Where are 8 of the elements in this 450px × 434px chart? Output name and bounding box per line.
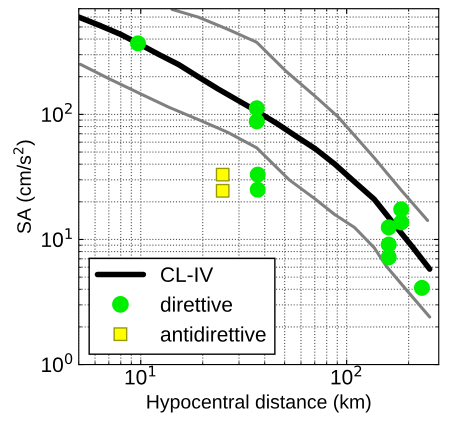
legend-label: direttive (160, 296, 232, 312)
y-axis-title: SA (cm/s$^{2}$) (13, 140, 35, 234)
legend-label: antidirettive (160, 326, 266, 342)
x-axis-title: Hypocentral distance (km) (147, 394, 370, 413)
legend-label: CL-IV (161, 267, 214, 282)
y-tick-label: 10$^{2}$ (42, 102, 72, 122)
y-tick-label: 10$^{1}$ (42, 228, 72, 248)
y-tick-label: 10$^{0}$ (42, 353, 72, 372)
